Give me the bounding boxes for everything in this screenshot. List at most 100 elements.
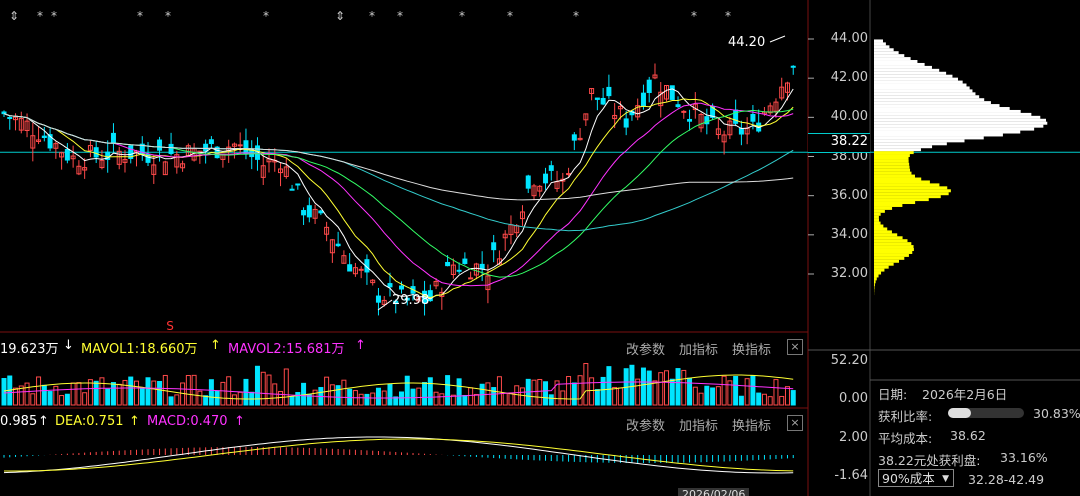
cost-distribution-bar xyxy=(874,130,1021,134)
cost-distribution-bar xyxy=(874,104,1000,108)
candle-body xyxy=(790,65,796,68)
macd-close-icon[interactable]: × xyxy=(787,415,803,431)
volume-bar xyxy=(491,387,497,406)
candle-body xyxy=(479,263,485,270)
candle-body xyxy=(318,210,324,214)
volume-bar xyxy=(664,370,669,406)
volume-add-indicator-button[interactable]: 加指标 xyxy=(679,343,719,358)
candle-body xyxy=(208,139,214,145)
cost-distribution-bar xyxy=(874,203,903,207)
volume-bar xyxy=(502,392,508,406)
cost-distribution-bar xyxy=(874,124,1044,128)
volume-bar xyxy=(675,368,681,406)
volume-bar xyxy=(197,390,203,406)
volume-bar xyxy=(606,366,612,406)
candle-body xyxy=(59,152,65,158)
cost-distribution-bar xyxy=(874,139,965,143)
volume-bar xyxy=(157,380,163,406)
mavol1-arrow: ↑ xyxy=(210,338,221,353)
event-marker-icon: S xyxy=(166,319,174,333)
volume-bar xyxy=(30,393,36,406)
volume-bar xyxy=(105,388,111,406)
profit-at-price-value: 33.16% xyxy=(1000,450,1048,465)
dif-arrow: ↑ xyxy=(38,414,49,429)
cost-distribution-bar xyxy=(874,74,953,78)
candle-body xyxy=(99,159,105,169)
volume-bar xyxy=(231,394,237,406)
volume-bar xyxy=(773,379,779,406)
candle-body xyxy=(174,154,180,168)
macd-arrow: ↑ xyxy=(234,414,245,429)
cost-distribution-bar xyxy=(874,109,1021,113)
candle-body xyxy=(341,255,347,264)
candle-body xyxy=(18,118,24,131)
volume-bar xyxy=(681,369,687,406)
candle-body xyxy=(47,134,53,149)
volume-bar xyxy=(283,368,289,406)
profit-at-price-label: 38.22元处获利盘: xyxy=(878,453,981,468)
volume-bar xyxy=(473,393,479,406)
macd-edit-params-button[interactable]: 改参数 xyxy=(626,419,666,434)
cost-distribution-bar xyxy=(874,239,908,243)
volume-bar xyxy=(289,396,295,406)
cost-distribution-bar xyxy=(874,154,910,158)
candle-body xyxy=(157,139,163,151)
mavol2-value: MAVOL2:15.681万 xyxy=(228,342,345,357)
candle-body xyxy=(70,155,76,160)
current-price-value: 38.22 xyxy=(830,134,868,149)
volume-bar xyxy=(364,393,370,406)
candle-body xyxy=(87,145,93,151)
volume-switch-indicator-button[interactable]: 换指标 xyxy=(732,343,772,358)
candle-body xyxy=(352,267,358,275)
macd-switch-indicator-button[interactable]: 换指标 xyxy=(732,419,772,434)
volume-bar xyxy=(18,385,24,406)
cost-distribution-bar xyxy=(874,265,889,269)
candle-body xyxy=(347,264,353,272)
candle-body xyxy=(646,79,652,93)
cost-distribution-bar xyxy=(874,65,932,69)
volume-bar xyxy=(70,382,76,406)
low-annotation-arrow xyxy=(377,299,393,311)
volume-close-icon[interactable]: × xyxy=(787,339,803,355)
volume-bar xyxy=(514,385,520,406)
cost-select-dropdown[interactable]: 90%成本 ▼ xyxy=(878,469,954,487)
cost-distribution-bar xyxy=(874,280,876,284)
event-marker-icon: ⇕ xyxy=(9,9,19,23)
cost-distribution-bar xyxy=(874,201,916,205)
volume-bar xyxy=(727,380,733,406)
candle-body xyxy=(456,269,462,272)
candle-body xyxy=(324,226,330,235)
macd-add-indicator-button[interactable]: 加指标 xyxy=(679,419,719,434)
volume-bar xyxy=(704,385,710,406)
candle-body xyxy=(698,113,704,129)
volume-bar xyxy=(128,376,134,406)
cost-distribution-bar xyxy=(874,86,970,90)
event-marker-icon: * xyxy=(507,9,513,23)
candle-body xyxy=(301,210,307,216)
cost-distribution-bar xyxy=(874,39,883,43)
candle-body xyxy=(145,153,151,163)
cost-distribution-bar xyxy=(874,101,991,105)
volume-bar xyxy=(589,377,595,406)
volume-bar xyxy=(710,387,716,406)
cost-distribution-bar xyxy=(874,115,1041,119)
dif-line xyxy=(3,436,794,474)
volume-bar xyxy=(116,383,122,406)
volume-bar xyxy=(47,391,53,406)
candle-body xyxy=(640,92,646,107)
volume-edit-params-button[interactable]: 改参数 xyxy=(626,343,666,358)
volume-bar xyxy=(399,391,404,406)
cost-distribution-bar xyxy=(874,162,910,166)
volume-bar xyxy=(617,387,623,406)
volume-arrow: ↓ xyxy=(63,338,74,353)
candle-body xyxy=(41,135,47,139)
volume-bar xyxy=(433,391,439,406)
volume-axis-top: 52.20 xyxy=(830,353,868,368)
volume-bar xyxy=(445,375,451,406)
candle-body xyxy=(738,127,744,135)
candle-body xyxy=(727,120,733,136)
candle-body xyxy=(289,188,295,191)
cost-distribution-bar xyxy=(874,92,976,96)
